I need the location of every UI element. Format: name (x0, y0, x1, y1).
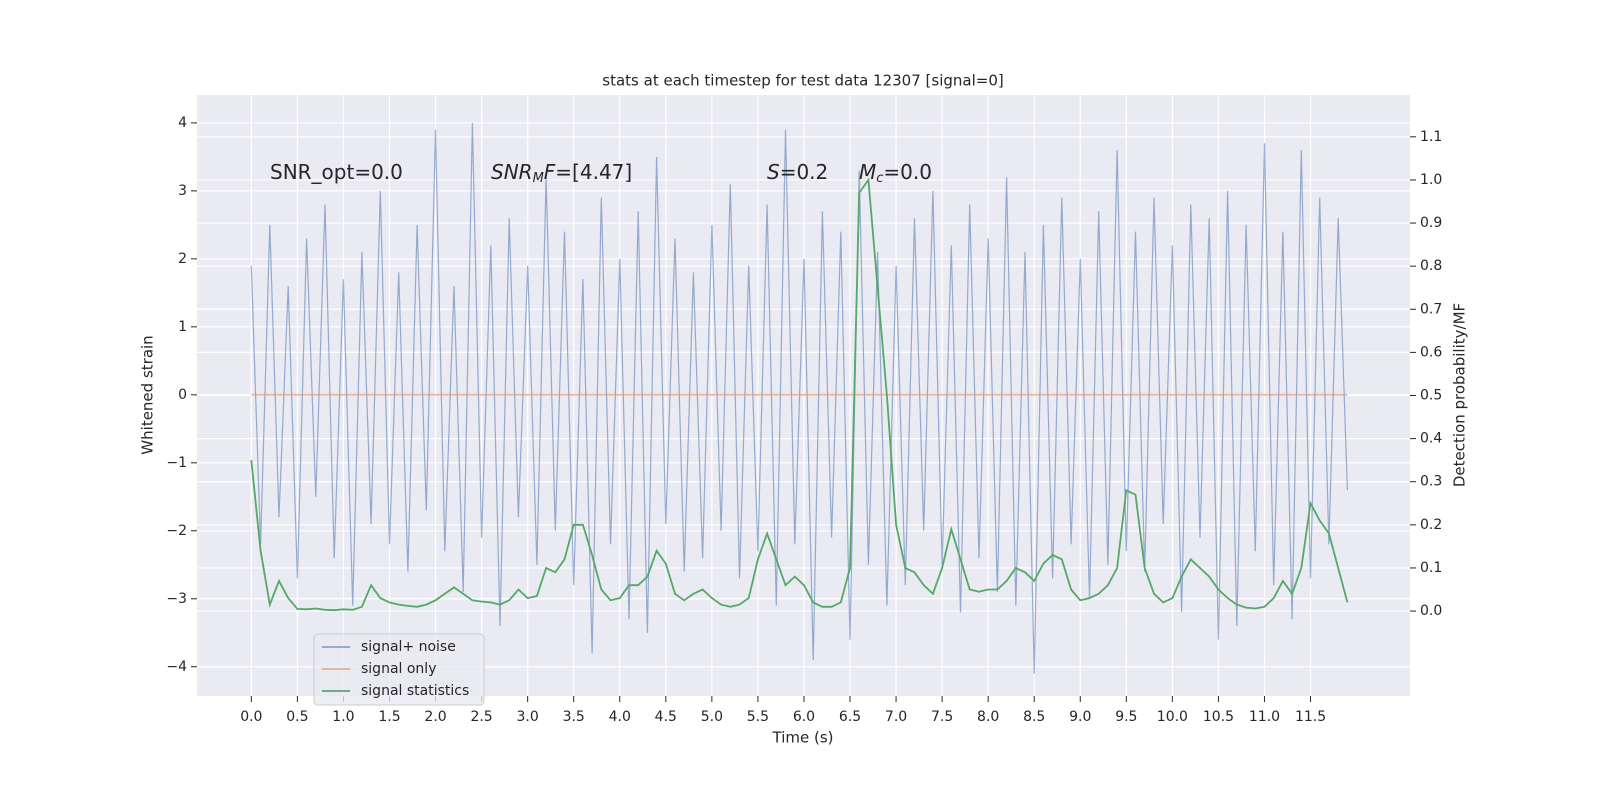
x-axis-label: Time (s) (772, 729, 834, 747)
annotation-part: S (767, 160, 780, 184)
x-tick-label: 2.0 (424, 709, 446, 725)
x-tick-label: 2.5 (470, 709, 492, 725)
y-tick-label: 3 (178, 183, 187, 199)
annotation-part: c (876, 171, 883, 186)
x-tick-label: 8.0 (977, 709, 999, 725)
x-tick-label: 6.0 (793, 709, 815, 725)
y-tick-label: −3 (166, 591, 187, 607)
chart-title: stats at each timestep for test data 123… (602, 72, 1003, 90)
y-axis-label: Whitened strain (139, 335, 157, 454)
y2-tick-label: 0.5 (1420, 388, 1442, 404)
y-tick-label: −1 (166, 455, 187, 471)
y-tick-label: −4 (166, 659, 187, 675)
x-tick-label: 7.0 (885, 709, 907, 725)
legend-box (313, 633, 485, 706)
x-tick-label: 9.5 (1115, 709, 1137, 725)
y2-tick-label: 0.6 (1420, 344, 1442, 360)
x-tick-label: 5.0 (701, 709, 723, 725)
y2-tick-label: 1.1 (1420, 129, 1442, 145)
y2-tick-label: 0.9 (1420, 215, 1442, 231)
x-tick-label: 8.5 (1023, 709, 1045, 725)
y2-tick-label: 0.8 (1420, 258, 1442, 274)
legend-label: signal statistics (361, 683, 469, 699)
y2-tick-label: 0.0 (1420, 603, 1442, 619)
y2-tick-label: 1.0 (1420, 172, 1442, 188)
x-tick-label: 7.5 (931, 709, 953, 725)
x-tick-label: 0.5 (286, 709, 308, 725)
x-tick-label: 11.5 (1295, 709, 1326, 725)
x-tick-label: 6.5 (839, 709, 861, 725)
annotation-part: M (533, 171, 544, 186)
marks (250, 122, 1349, 674)
labels: 0.0 0.5 1.0 1.5 2.0 2.5 3.0 3.5 4.0 4.5 5.0 5.5 6.0 6… (166, 115, 1442, 725)
annotation: Mc=0.0 (859, 160, 932, 186)
x-tick-label: 3.5 (563, 709, 585, 725)
annotation-part: M (859, 160, 876, 184)
series-line (250, 122, 1348, 674)
y2-tick-label: 0.7 (1420, 301, 1442, 317)
legend-label: signal only (361, 661, 436, 677)
x-tick-label: 1.0 (332, 709, 354, 725)
annotation-part: SNR (491, 160, 533, 184)
annotation-part: =0.0 (883, 160, 932, 184)
x-tick-label: 1.5 (378, 709, 400, 725)
annotation: SNRMF=[4.47] (491, 160, 632, 186)
annotation: S=0.2 (767, 160, 828, 184)
y2-tick-label: 0.4 (1420, 431, 1442, 447)
x-tick-label: 5.5 (747, 709, 769, 725)
annotation-part: =[4.47] (555, 160, 632, 184)
y-tick-label: 2 (178, 251, 187, 267)
y-tick-label: 4 (178, 115, 187, 131)
annotation-part: SNR_opt=0.0 (270, 160, 403, 184)
x-tick-label: 11.0 (1249, 709, 1280, 725)
x-tick-label: 3.0 (517, 709, 539, 725)
x-tick-label: 10.0 (1157, 709, 1188, 725)
x-tick-label: 9.0 (1069, 709, 1091, 725)
y2-tick-label: 0.2 (1420, 517, 1442, 533)
y2-axis-label: Detection probability/MF (1451, 303, 1469, 487)
x-tick-label: 10.5 (1203, 709, 1234, 725)
y-tick-label: 1 (178, 319, 187, 335)
series-line (250, 177, 1349, 612)
x-tick-label: 0.0 (240, 709, 262, 725)
annotation-part: F (544, 160, 556, 184)
y-tick-label: 0 (178, 387, 187, 403)
legend-label: signal+ noise (361, 639, 456, 655)
y2-tick-label: 0.1 (1420, 560, 1442, 576)
annotation-part: =0.2 (780, 160, 829, 184)
y-tick-label: −2 (166, 523, 187, 539)
x-tick-label: 4.5 (655, 709, 677, 725)
x-tick-label: 4.0 (609, 709, 631, 725)
annotation: SNR_opt=0.0 (270, 160, 403, 184)
y2-tick-label: 0.3 (1420, 474, 1442, 490)
